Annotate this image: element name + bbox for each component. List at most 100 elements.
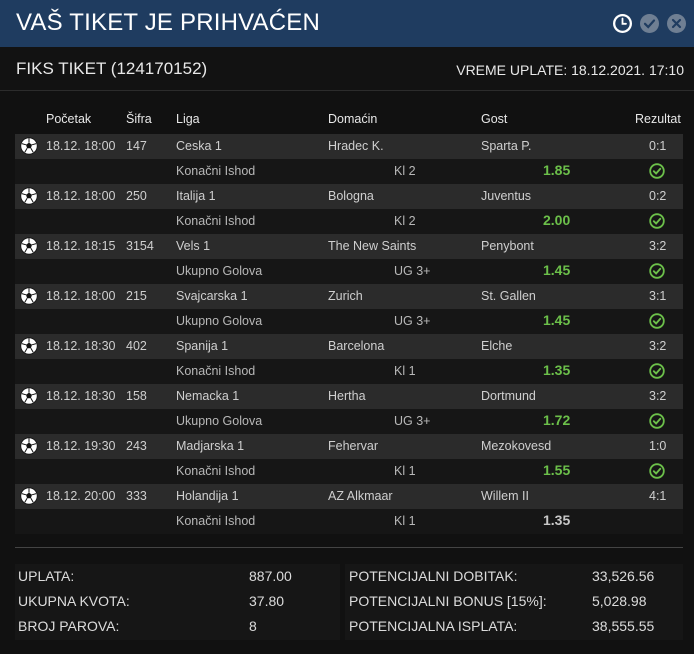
match-league: Spanija 1: [176, 339, 229, 353]
potential-win-label: POTENCIJALNI DOBITAK:: [349, 568, 518, 584]
match-result: 4:1: [649, 489, 667, 503]
match-row: 18.12. 20:00 333 Holandija 1 AZ Alkmaar Will…: [15, 484, 683, 509]
bet-pick: Kl 1: [394, 464, 416, 478]
match-code: 3154: [126, 239, 154, 253]
pairs-value: 8: [249, 618, 257, 634]
won-check-icon: [649, 463, 665, 479]
match-time: 18.12. 18:15: [46, 239, 116, 253]
bet-market: Ukupno Golova: [176, 264, 263, 278]
soccer-ball-icon: [20, 337, 38, 355]
match-away: Sparta P.: [481, 139, 532, 153]
match-result: 0:2: [649, 189, 667, 203]
match-home: AZ Alkmaar: [328, 489, 393, 503]
match-home: Fehervar: [328, 439, 379, 453]
bet-pick: UG 3+: [394, 414, 431, 428]
match-league: Svajcarska 1: [176, 289, 248, 303]
match-away: Mezokovesd: [481, 439, 552, 453]
won-check-icon: [649, 163, 665, 179]
bet-pick: UG 3+: [394, 264, 431, 278]
bet-row: Konačni Ishod Kl 1 1.35: [15, 359, 683, 384]
match-time: 18.12. 20:00: [46, 489, 116, 503]
match-away: Penybont: [481, 239, 534, 253]
potential-win-value: 33,526.56: [592, 568, 655, 584]
soccer-ball-icon: [20, 237, 38, 255]
bonus-value: 5,028.98: [592, 593, 647, 609]
payout-label: POTENCIJALNA ISPLATA:: [349, 618, 518, 634]
bet-odds: 1.35: [543, 362, 571, 378]
bet-pick: UG 3+: [394, 314, 431, 328]
ticket-id: FIKS TIKET (124170152): [16, 59, 208, 78]
won-check-icon: [649, 413, 665, 429]
bonus-label: POTENCIJALNI BONUS [15%]:: [349, 593, 547, 609]
match-time: 18.12. 18:00: [46, 289, 116, 303]
close-circle-icon[interactable]: [666, 13, 687, 34]
bet-odds: 2.00: [543, 212, 571, 228]
bet-pick: Kl 1: [394, 364, 416, 378]
pairs-label: BROJ PAROVA:: [18, 618, 120, 634]
match-result: 1:0: [649, 439, 667, 453]
bet-pick: Kl 2: [394, 164, 416, 178]
bet-pick: Kl 2: [394, 214, 416, 228]
bet-row: Konačni Ishod Kl 1 1.55: [15, 459, 683, 484]
check-circle-icon[interactable]: [639, 13, 660, 34]
header-bar: VAŠ TIKET JE PRIHVAĆEN: [0, 0, 694, 47]
bet-row: Ukupno Golova UG 3+ 1.45: [15, 309, 683, 334]
bet-row: Ukupno Golova UG 3+ 1.45: [15, 259, 683, 284]
match-row: 18.12. 18:30 158 Nemacka 1 Hertha Dortmund 3:…: [15, 384, 683, 409]
bet-row: Ukupno Golova UG 3+ 1.72: [15, 409, 683, 434]
bet-market: Konačni Ishod: [176, 214, 256, 228]
divider: [15, 547, 683, 548]
summary-right: [345, 564, 683, 640]
clock-icon[interactable]: [612, 13, 633, 34]
match-league: Holandija 1: [176, 489, 239, 503]
match-result: 3:2: [649, 389, 667, 403]
match-code: 250: [126, 189, 147, 203]
match-time: 18.12. 19:30: [46, 439, 116, 453]
match-code: 158: [126, 389, 147, 403]
match-list: 18.12. 18:00 147 Ceska 1 Hradec K. Sparta P.…: [15, 134, 683, 534]
match-row: 18.12. 18:00 147 Ceska 1 Hradec K. Sparta P.…: [15, 134, 683, 159]
page-title: VAŠ TIKET JE PRIHVAĆEN: [16, 9, 321, 36]
bet-odds: 1.35: [543, 512, 571, 528]
stake-value: 887.00: [249, 568, 292, 584]
match-home: Hertha: [328, 389, 366, 403]
match-away: Dortmund: [481, 389, 536, 403]
col-home: Domaćin: [328, 112, 378, 126]
match-away: Elche: [481, 339, 513, 353]
ticket-subheader: FIKS TIKET (124170152) VREME UPLATE: 18.…: [0, 47, 694, 91]
match-row: 18.12. 18:00 215 Svajcarska 1 Zurich St. Gal…: [15, 284, 683, 309]
bet-market: Konačni Ishod: [176, 164, 256, 178]
won-check-icon: [649, 263, 665, 279]
bet-odds: 1.45: [543, 262, 571, 278]
bet-market: Ukupno Golova: [176, 414, 263, 428]
match-away: Juventus: [481, 189, 532, 203]
match-home: Bologna: [328, 189, 374, 203]
total-odds-label: UKUPNA KVOTA:: [18, 593, 130, 609]
match-league: Ceska 1: [176, 139, 222, 153]
col-code: Šifra: [126, 112, 152, 126]
bet-market: Konačni Ishod: [176, 514, 256, 528]
match-code: 402: [126, 339, 147, 353]
total-odds-value: 37.80: [249, 593, 285, 609]
won-check-icon: [649, 313, 665, 329]
match-time: 18.12. 18:00: [46, 189, 116, 203]
match-time: 18.12. 18:00: [46, 139, 116, 153]
match-row: 18.12. 19:30 243 Madjarska 1 Fehervar Mezoko…: [15, 434, 683, 459]
bet-pick: Kl 1: [394, 514, 416, 528]
match-code: 147: [126, 139, 147, 153]
match-result: 0:1: [649, 139, 667, 153]
bet-odds: 1.85: [543, 162, 571, 178]
col-away: Gost: [481, 112, 508, 126]
match-row: 18.12. 18:30 402 Spanija 1 Barcelona Elche 3:…: [15, 334, 683, 359]
bet-market: Ukupno Golova: [176, 314, 263, 328]
bet-market: Konačni Ishod: [176, 464, 256, 478]
match-league: Nemacka 1: [176, 389, 240, 403]
match-row: 18.12. 18:00 250 Italija 1 Bologna Juventus 0…: [15, 184, 683, 209]
match-row: 18.12. 18:15 3154 Vels 1 The New Saints Peny…: [15, 234, 683, 259]
match-home: The New Saints: [328, 239, 417, 253]
soccer-ball-icon: [20, 487, 38, 505]
match-home: Hradec K.: [328, 139, 384, 153]
match-league: Italija 1: [176, 189, 216, 203]
payment-time: VREME UPLATE: 18.12.2021. 17:10: [456, 62, 684, 78]
soccer-ball-icon: [20, 187, 38, 205]
